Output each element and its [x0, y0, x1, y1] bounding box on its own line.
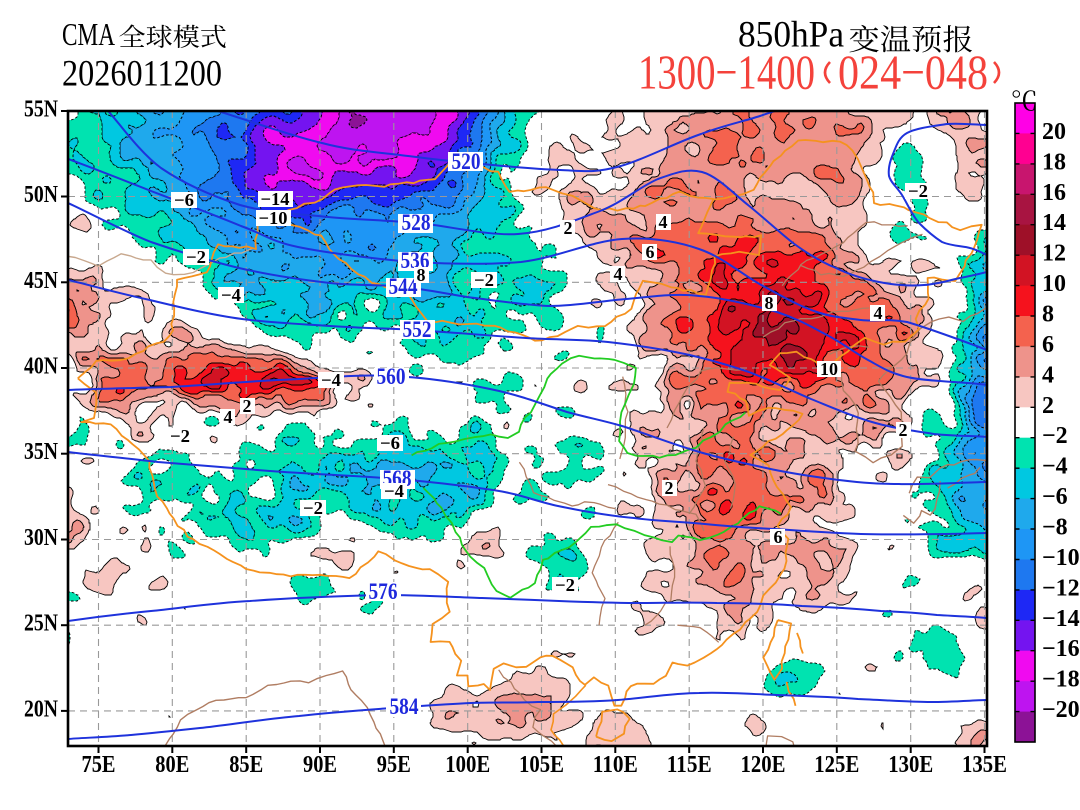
svg-text:35N: 35N [24, 439, 59, 465]
svg-text:−12: −12 [1042, 575, 1080, 601]
svg-text:2: 2 [1042, 393, 1054, 419]
svg-text:2: 2 [243, 396, 252, 416]
svg-text:120E: 120E [741, 752, 786, 778]
svg-text:115E: 115E [667, 752, 712, 778]
svg-text:8: 8 [1042, 302, 1054, 328]
svg-text:40N: 40N [24, 354, 59, 380]
svg-text:16: 16 [1042, 180, 1066, 206]
svg-text:−4: −4 [321, 370, 341, 390]
svg-text:−4: −4 [1042, 454, 1068, 480]
svg-text:−2: −2 [474, 270, 494, 290]
svg-text:75E: 75E [82, 752, 116, 778]
svg-text:6: 6 [1042, 332, 1054, 358]
svg-text:−2: −2 [303, 498, 323, 518]
svg-text:95E: 95E [377, 752, 411, 778]
svg-text:55N: 55N [24, 97, 59, 123]
svg-text:110E: 110E [593, 752, 638, 778]
svg-text:30N: 30N [24, 525, 59, 551]
svg-text:−10: −10 [1042, 545, 1080, 571]
svg-text:1300−1400: 1300−1400 [638, 45, 815, 100]
svg-text:2026011200: 2026011200 [62, 54, 222, 95]
svg-text:552: 552 [403, 317, 432, 342]
svg-text:−18: −18 [1042, 667, 1080, 693]
svg-text:−2: −2 [1042, 423, 1068, 449]
svg-text:−2: −2 [170, 426, 190, 446]
svg-text:−6: −6 [174, 190, 194, 210]
svg-text:6: 6 [774, 527, 783, 547]
svg-text:560: 560 [377, 364, 406, 389]
svg-text:2: 2 [665, 478, 674, 498]
svg-text:125E: 125E [814, 752, 859, 778]
svg-text:45N: 45N [24, 268, 59, 294]
svg-text:−2: −2 [186, 247, 206, 267]
svg-text:544: 544 [389, 274, 418, 299]
svg-text:520: 520 [452, 149, 481, 174]
svg-text:100E: 100E [445, 752, 490, 778]
svg-text:4: 4 [874, 303, 883, 323]
svg-text:4: 4 [224, 407, 233, 427]
svg-text:−6: −6 [1042, 484, 1068, 510]
svg-text:−2: −2 [908, 181, 928, 201]
svg-text:−20: −20 [1042, 697, 1080, 723]
svg-text:528: 528 [402, 210, 431, 235]
svg-text:50N: 50N [24, 182, 59, 208]
svg-text:10: 10 [820, 359, 838, 379]
svg-text:−14: −14 [1042, 606, 1080, 632]
svg-text:20: 20 [1042, 119, 1066, 145]
svg-text:−2: −2 [555, 575, 575, 595]
svg-text:4: 4 [614, 264, 623, 284]
svg-text:20N: 20N [24, 696, 59, 722]
svg-text:85E: 85E [229, 752, 263, 778]
svg-text:14: 14 [1042, 210, 1066, 236]
svg-text:105E: 105E [519, 752, 564, 778]
svg-text:576: 576 [369, 579, 398, 604]
svg-text:−16: −16 [1042, 636, 1080, 662]
svg-text:−8: −8 [1042, 515, 1068, 541]
svg-text:584: 584 [390, 694, 419, 719]
svg-text:2: 2 [564, 218, 573, 238]
svg-text:−6: −6 [380, 433, 400, 453]
svg-text:−10: −10 [259, 208, 288, 228]
svg-text:850hPa: 850hPa [738, 15, 844, 56]
svg-text:18: 18 [1042, 149, 1066, 175]
svg-text:−4: −4 [384, 481, 404, 501]
svg-text:CMA: CMA [62, 16, 115, 52]
svg-text:135E: 135E [962, 752, 1007, 778]
svg-text:4: 4 [659, 212, 668, 232]
svg-text:10: 10 [1042, 271, 1066, 297]
svg-text:25N: 25N [24, 611, 59, 637]
svg-text:2: 2 [899, 420, 908, 440]
svg-text:130E: 130E [888, 752, 933, 778]
svg-text:12: 12 [1042, 241, 1066, 267]
svg-text:024−048: 024−048 [838, 45, 988, 100]
svg-text:90E: 90E [303, 752, 337, 778]
svg-text:80E: 80E [155, 752, 189, 778]
svg-text:4: 4 [1042, 362, 1054, 388]
svg-text:−14: −14 [261, 189, 290, 209]
svg-text:6: 6 [646, 242, 655, 262]
svg-text:8: 8 [765, 293, 774, 313]
svg-text:−4: −4 [221, 285, 241, 305]
svg-text:8: 8 [417, 265, 426, 285]
